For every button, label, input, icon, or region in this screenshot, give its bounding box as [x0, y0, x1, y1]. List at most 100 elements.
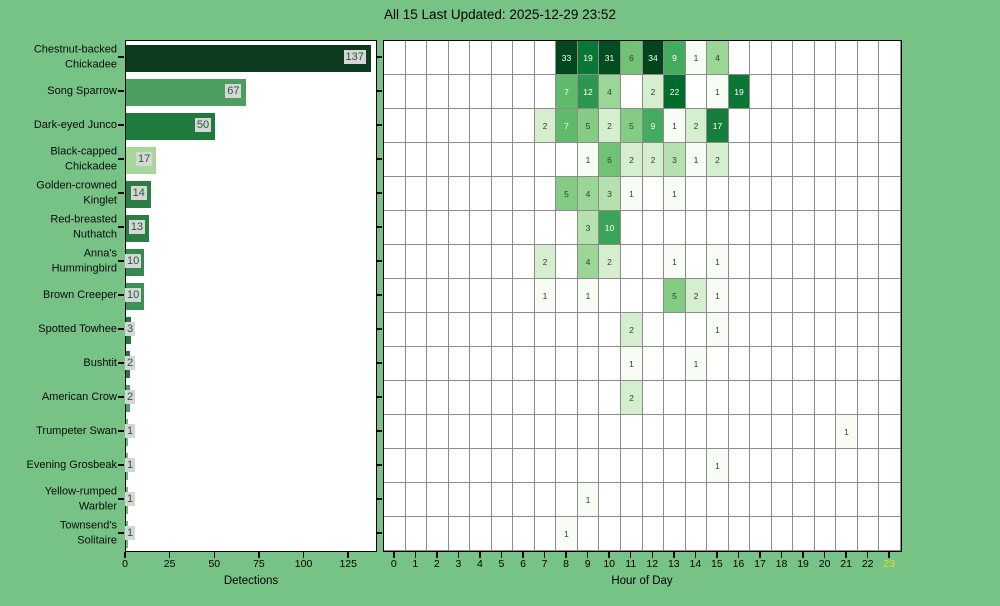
detection-count-bar [126, 44, 371, 72]
heatmap-cell [643, 313, 664, 347]
heatmap-cell [406, 177, 427, 211]
heatmap-cell [384, 483, 406, 517]
heatmap-cell [707, 517, 729, 551]
heatmap-cell [599, 415, 621, 449]
heatmap-cell [449, 449, 470, 483]
heatmap-cell [879, 449, 901, 483]
heatmap-cell [535, 415, 556, 449]
hour-tick-label: 13 [667, 558, 680, 570]
hour-tick-label: 19 [797, 558, 809, 570]
heatmap-cell [793, 245, 815, 279]
heatmap-cell [492, 449, 513, 483]
heatmap-cell: 1 [707, 449, 729, 483]
heatmap-cell [729, 449, 750, 483]
heatmap-cell: 4 [599, 75, 621, 109]
heatmap-cell [643, 279, 664, 313]
heatmap-cell: 1 [621, 177, 643, 211]
heatmap-y-tick [376, 532, 382, 534]
heatmap-cell [879, 143, 901, 177]
heatmap-cell [772, 347, 793, 381]
heatmap-cell [815, 517, 836, 551]
heatmap-cell: 5 [621, 109, 643, 143]
heatmap-cell [492, 517, 513, 551]
heatmap-cell [643, 245, 664, 279]
heatmap-cell [707, 483, 729, 517]
heatmap-cell [772, 279, 793, 313]
hour-tick-label: 7 [541, 558, 548, 570]
species-label: Dark-eyed Junco [0, 118, 117, 133]
heatmap-cell [686, 177, 707, 211]
bar-value-label: 67 [225, 84, 242, 98]
heatmap-cell [879, 313, 901, 347]
heatmap-cell [686, 381, 707, 415]
heatmap-cell [858, 313, 879, 347]
heatmap-cell: 4 [707, 41, 729, 75]
heatmap-cell [578, 415, 599, 449]
heatmap-cell: 10 [599, 211, 621, 245]
heatmap-cell [406, 279, 427, 313]
heatmap-cell [879, 75, 901, 109]
heatmap-cell [406, 483, 427, 517]
bar-chart-y-tick [118, 396, 124, 398]
heatmap-cell [384, 211, 406, 245]
heatmap-cell [879, 381, 901, 415]
bar-chart-y-tick [118, 294, 124, 296]
heatmap-cell [729, 483, 750, 517]
heatmap-cell [772, 75, 793, 109]
heatmap-cell [707, 211, 729, 245]
heatmap-cell: 1 [578, 143, 599, 177]
heatmap-cell [836, 517, 858, 551]
heatmap-cell [664, 415, 686, 449]
heatmap-cell [384, 143, 406, 177]
heatmap-cell [729, 415, 750, 449]
bar-chart-y-tick [118, 124, 124, 126]
heatmap-cell [470, 41, 492, 75]
species-label-line: Chestnut-backed [33, 43, 117, 56]
heatmap-cell [535, 347, 556, 381]
heatmap-cell: 1 [664, 245, 686, 279]
heatmap-cell [384, 449, 406, 483]
species-label: Townsend's Solitaire [0, 519, 117, 548]
heatmap-cell [513, 347, 535, 381]
heatmap-cell [513, 449, 535, 483]
heatmap-cell [750, 449, 772, 483]
bar-value-label: 10 [125, 288, 142, 302]
heatmap-cell [793, 483, 815, 517]
heatmap-cell [750, 143, 772, 177]
heatmap-cell [578, 347, 599, 381]
species-label-line: Nuthatch [72, 228, 117, 240]
species-label: Anna's Hummingbird [0, 247, 117, 276]
x-axis-label-detections: Detections [223, 575, 279, 587]
species-label-line: Townsend's [59, 519, 117, 532]
heatmap-cell [470, 483, 492, 517]
heatmap-cell [470, 381, 492, 415]
heatmap-y-tick [376, 498, 382, 500]
heatmap-cell [879, 517, 901, 551]
heatmap-cell [384, 381, 406, 415]
heatmap-cell [836, 449, 858, 483]
heatmap-y-tick [376, 124, 382, 126]
heatmap-cell [621, 449, 643, 483]
heatmap-cell [621, 211, 643, 245]
heatmap-cell [729, 41, 750, 75]
heatmap-cell [427, 41, 449, 75]
heatmap-x-tick [845, 551, 847, 558]
heatmap-x-tick [500, 551, 503, 558]
bar-value-label: 50 [194, 118, 212, 132]
heatmap-cell [492, 483, 513, 517]
heatmap-cell [772, 245, 793, 279]
heatmap-cell [384, 109, 406, 143]
heatmap-cell [384, 313, 406, 347]
species-label-line: Anna's [83, 247, 117, 260]
heatmap-cell [686, 483, 707, 517]
heatmap-cell [384, 517, 406, 551]
heatmap-cell [686, 245, 707, 279]
heatmap-cell [858, 41, 879, 75]
bar-value-label: 14 [130, 186, 147, 200]
heatmap-cell [492, 109, 513, 143]
heatmap-cell [750, 109, 772, 143]
heatmap-cell [513, 483, 535, 517]
heatmap-cell [793, 381, 815, 415]
heatmap-cell [858, 381, 879, 415]
heatmap-cell [449, 109, 470, 143]
